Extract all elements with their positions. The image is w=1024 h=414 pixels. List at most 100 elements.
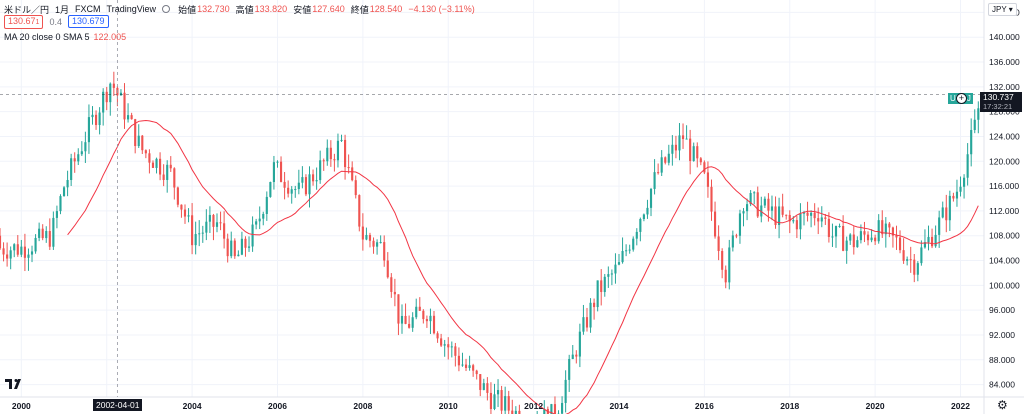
candle-body — [489, 392, 493, 409]
candle-body — [788, 214, 791, 222]
ma-indicator-label: MA 20 close 0 SMA 5 — [4, 32, 90, 42]
candle-body — [888, 223, 891, 228]
candle-body — [877, 220, 880, 242]
candle-body — [240, 238, 243, 255]
candle-body — [970, 130, 973, 155]
price-tick-label: 104.000 — [989, 256, 1020, 266]
market-status-icon[interactable] — [162, 5, 171, 13]
high-label: 高値 — [235, 4, 254, 15]
candle-body — [173, 168, 176, 188]
candle-body — [817, 218, 820, 222]
candle-body — [52, 217, 55, 247]
chart-legend: 米ドル／円 1月 FXCM TradingView 始値 132.730 高値 … — [4, 2, 481, 16]
candle-body — [226, 238, 229, 257]
candle-body — [180, 204, 183, 210]
candle-body — [767, 198, 770, 211]
candle-body — [2, 248, 5, 255]
candle-body — [219, 222, 222, 224]
candle-body — [194, 234, 197, 246]
candle-body — [48, 231, 51, 247]
candle-body — [685, 138, 688, 140]
candle-body — [475, 370, 478, 375]
time-tick-label: 2020 — [866, 401, 885, 411]
candle-body — [639, 219, 642, 232]
time-tick-label: 2014 — [610, 401, 629, 411]
candle-body — [717, 236, 720, 252]
candle-body — [244, 238, 247, 248]
candle-body — [941, 207, 944, 218]
plus-icon[interactable]: + — [956, 93, 967, 104]
candle-body — [94, 114, 98, 126]
candle-body — [205, 221, 208, 233]
candle-body — [955, 191, 959, 199]
currency-button[interactable]: JPY ▾ — [988, 3, 1017, 16]
candle-body — [155, 158, 158, 168]
candle-body — [657, 172, 660, 174]
candle-body — [340, 139, 343, 141]
candle-body — [881, 220, 884, 235]
tradingview-logo-icon[interactable] — [5, 378, 21, 390]
candle-body — [518, 410, 521, 414]
candle-body — [30, 251, 34, 255]
candle-body — [279, 161, 283, 182]
open-value: 132.730 — [197, 4, 230, 14]
candle-body — [561, 402, 564, 414]
price-tick-label: 140.000 — [989, 32, 1020, 42]
candle-body — [237, 254, 240, 257]
candle-body — [906, 259, 909, 261]
candle-body — [820, 217, 823, 222]
candle-body — [294, 189, 297, 191]
candle-body — [87, 117, 91, 143]
candle-body — [585, 317, 589, 328]
candle-body — [863, 231, 866, 235]
candle-body — [336, 140, 340, 161]
time-tick-label: 2012 — [524, 401, 543, 411]
ma-indicator-legend[interactable]: MA 20 close 0 SMA 5 122.005 — [4, 32, 126, 42]
change-value: −4.130 (−3.11%) — [408, 4, 475, 14]
sell-button[interactable]: 130.671 — [4, 14, 44, 29]
close-label: 終値 — [350, 4, 369, 15]
trade-price-boxes: 130.671 0.4 130.679 — [4, 14, 109, 29]
candle-body — [493, 394, 496, 409]
candle-body — [749, 193, 752, 205]
candle-body — [874, 237, 877, 242]
candle-body — [230, 240, 233, 257]
candle-body — [692, 146, 695, 161]
candle-body — [678, 135, 681, 151]
candle-body — [582, 317, 585, 332]
candle-body — [802, 212, 806, 214]
candle-body — [898, 237, 902, 251]
candle-body — [183, 209, 187, 217]
candle-body — [799, 213, 802, 230]
price-tick-label: 108.000 — [989, 231, 1020, 241]
buy-button[interactable]: 130.679 — [67, 15, 109, 28]
candle-body — [866, 234, 870, 241]
candle-body — [454, 346, 457, 356]
candle-body — [45, 231, 48, 239]
candle-body — [436, 333, 439, 339]
candle-body — [504, 396, 507, 411]
candle-body — [806, 212, 809, 216]
ma-line — [67, 119, 979, 414]
candle-body — [415, 306, 418, 318]
candle-body — [913, 259, 916, 275]
candle-body — [895, 235, 898, 238]
price-tick-label: 88.000 — [989, 355, 1015, 365]
candle-body — [507, 396, 510, 411]
crosshair-date-label: 2002-04-01 — [93, 399, 143, 411]
candle-body — [0, 235, 2, 249]
gear-icon[interactable]: ⚙ — [997, 398, 1008, 412]
candle-body — [386, 260, 389, 278]
candle-body — [838, 226, 841, 228]
candle-body — [198, 233, 201, 235]
last-price-value: 130.737 — [983, 92, 1014, 102]
candle-body — [607, 274, 610, 277]
candle-body — [578, 331, 581, 357]
symbol-name[interactable]: 米ドル／円 — [4, 4, 50, 15]
interval-label[interactable]: 1月 — [55, 4, 70, 15]
candle-body — [258, 218, 261, 222]
candle-body — [660, 157, 663, 173]
time-tick-label: 2006 — [268, 401, 287, 411]
candle-body — [126, 115, 130, 120]
